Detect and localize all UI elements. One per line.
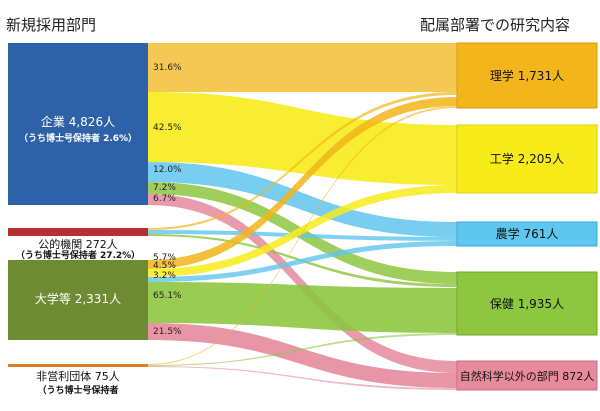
sublabel-koteki: （うち博士号保持者 27.2%） [16, 249, 140, 261]
pct-kigyo-kogaku: 42.5% [153, 123, 182, 133]
node-kigyo [8, 43, 148, 205]
node-koteki [8, 228, 148, 236]
label-hoken: 保健 1,935人 [490, 297, 564, 311]
flow-daigaku-other [148, 323, 457, 388]
label-rigaku: 理学 1,731人 [490, 68, 564, 83]
pct-kigyo-rigaku: 31.6% [153, 63, 182, 73]
label-daigaku: 大学等 2,331人 [35, 291, 121, 306]
flow-kigyo-nogaku [148, 162, 457, 237]
pct-kigyo-hoken: 7.2% [153, 183, 176, 193]
flow-daigaku-kogaku [148, 185, 457, 277]
node-other [456, 360, 598, 391]
flow-group [148, 43, 457, 390]
label-koteki: 公的機関 272人 [38, 237, 118, 251]
target-labels: 理学 1,731人 工学 2,205人 農学 761人 保健 1,935人 自然… [460, 68, 595, 383]
source-nodes [8, 43, 148, 367]
flow-kigyo-rigaku [148, 43, 457, 92]
pct-kigyo-other: 6.7% [153, 194, 176, 204]
source-labels: 企業 4,826人 （うち博士号保持者 2.6%） 公的機関 272人 （うち博… [16, 114, 140, 396]
flow-daigaku-rigaku [148, 97, 457, 269]
flow-daigaku-hoken [148, 282, 457, 333]
flow-kigyo-kogaku [148, 92, 457, 185]
label-hieiri: 非営利団体 75人 [36, 369, 120, 383]
sublabel-kigyo: （うち博士号保持者 2.6%） [19, 132, 137, 144]
flow-koteki-nogaku [148, 230, 457, 241]
node-kogaku [456, 124, 598, 194]
target-nodes [456, 42, 598, 391]
pct-daigaku-nogaku: 3.2% [153, 271, 176, 281]
flow-daigaku-nogaku [148, 241, 457, 282]
flow-hieiri-other [148, 366, 457, 390]
node-rigaku [456, 42, 598, 109]
node-nogaku [456, 221, 598, 247]
sublabel-hieiri: （うち博士号保持者 [37, 384, 118, 396]
label-kogaku: 工学 2,205人 [490, 151, 564, 166]
right-title: 配属部署での研究内容 [420, 16, 570, 34]
flow-hieiri-hoken [148, 333, 457, 366]
left-title: 新規採用部門 [6, 16, 96, 34]
label-other: 自然科学以外の部門 872人 [460, 369, 595, 383]
node-daigaku [8, 260, 148, 340]
pct-daigaku-rigaku: 5.7% [153, 253, 176, 263]
pct-daigaku-other: 21.5% [153, 327, 182, 337]
node-hieiri [8, 364, 148, 367]
pct-daigaku-hoken: 65.1% [153, 291, 182, 301]
pct-kigyo-nogaku: 12.0% [153, 165, 182, 175]
label-nogaku: 農学 761人 [496, 226, 559, 241]
pct-daigaku-kogaku: 4.5% [153, 261, 176, 271]
node-hoken [456, 271, 598, 336]
label-kigyo: 企業 4,826人 [41, 114, 115, 129]
flow-kigyo-other [148, 194, 457, 373]
flow-percent-labels: 31.6% 42.5% 12.0% 7.2% 6.7% 5.7% 4.5% 3.… [153, 63, 182, 337]
